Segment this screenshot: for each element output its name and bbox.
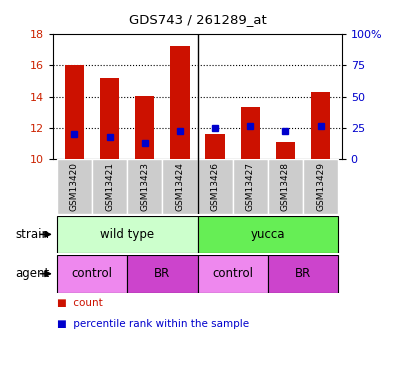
Text: control: control	[71, 267, 113, 280]
Bar	[162, 159, 198, 214]
Text: strain: strain	[15, 228, 49, 241]
Bar	[127, 159, 162, 214]
Text: GSM13426: GSM13426	[211, 162, 220, 211]
Bar	[268, 255, 338, 292]
Bar	[268, 159, 303, 214]
Text: ■  count: ■ count	[57, 298, 103, 308]
Bar	[276, 142, 295, 159]
Bar	[311, 92, 330, 159]
Text: BR: BR	[154, 267, 171, 280]
Bar	[127, 255, 198, 292]
Bar	[241, 107, 260, 159]
Bar	[198, 255, 268, 292]
Bar	[198, 216, 338, 253]
Text: GSM13424: GSM13424	[175, 162, 184, 211]
Text: ■  percentile rank within the sample: ■ percentile rank within the sample	[57, 319, 249, 329]
Text: GSM13420: GSM13420	[70, 162, 79, 211]
Bar	[57, 159, 92, 214]
Text: GSM13429: GSM13429	[316, 162, 325, 211]
Text: GSM13421: GSM13421	[105, 162, 114, 211]
Bar	[57, 216, 198, 253]
Bar	[65, 65, 84, 159]
Text: GSM13428: GSM13428	[281, 162, 290, 211]
Text: yucca: yucca	[250, 228, 285, 241]
Bar	[92, 159, 127, 214]
Text: wild type: wild type	[100, 228, 154, 241]
Text: GDS743 / 261289_at: GDS743 / 261289_at	[129, 13, 266, 26]
Text: GSM13423: GSM13423	[140, 162, 149, 211]
Bar	[170, 46, 190, 159]
Bar	[100, 78, 119, 159]
Text: BR: BR	[295, 267, 311, 280]
Bar	[303, 159, 338, 214]
Bar	[198, 159, 233, 214]
Bar	[205, 134, 225, 159]
Text: control: control	[212, 267, 253, 280]
Text: agent: agent	[15, 267, 49, 280]
Bar	[57, 255, 127, 292]
Text: GSM13427: GSM13427	[246, 162, 255, 211]
Bar	[233, 159, 268, 214]
Bar	[135, 96, 154, 159]
